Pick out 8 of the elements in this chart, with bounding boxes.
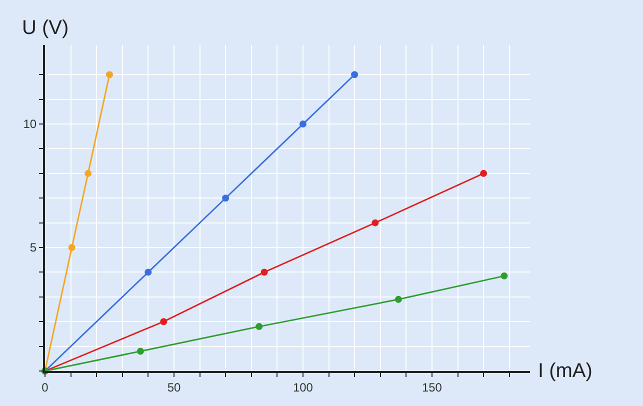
x-tick-label: 0 xyxy=(42,380,49,394)
x-tick-label: 150 xyxy=(422,380,442,394)
y-tick-label: 10 xyxy=(23,117,37,132)
y-axis-title: U (V) xyxy=(22,17,69,39)
y-tick-label: 5 xyxy=(30,240,37,255)
x-tick-label: 50 xyxy=(167,380,181,394)
x-tick-label: 100 xyxy=(292,380,314,394)
x-axis-title: I (mA) xyxy=(538,360,592,382)
